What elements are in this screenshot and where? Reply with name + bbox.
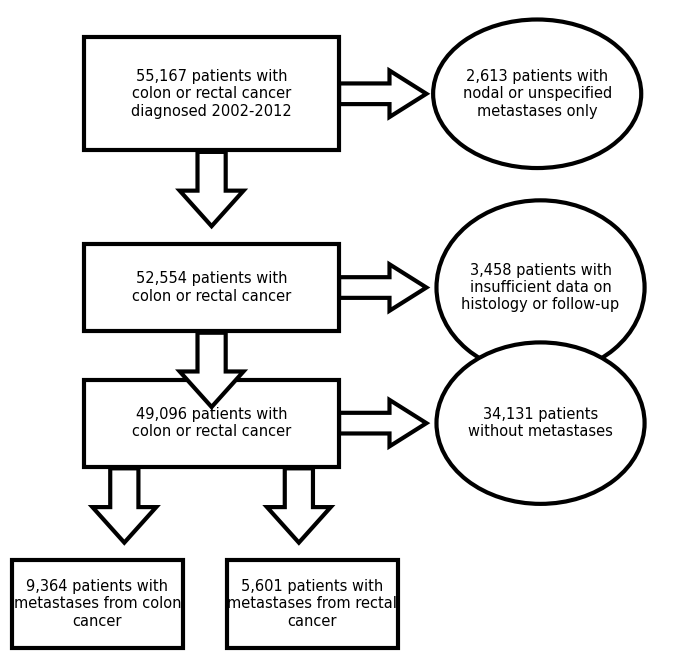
Polygon shape (339, 71, 426, 117)
FancyBboxPatch shape (227, 560, 398, 648)
Text: 3,458 patients with
insufficient data on
histology or follow-up: 3,458 patients with insufficient data on… (462, 263, 620, 312)
FancyBboxPatch shape (84, 380, 339, 467)
Ellipse shape (436, 343, 645, 504)
Ellipse shape (433, 20, 641, 168)
FancyBboxPatch shape (12, 560, 183, 648)
Polygon shape (92, 469, 156, 542)
Text: 5,601 patients with
metastases from rectal
cancer: 5,601 patients with metastases from rect… (227, 579, 397, 629)
Text: 2,613 patients with
nodal or unspecified
metastases only: 2,613 patients with nodal or unspecified… (462, 69, 612, 119)
Ellipse shape (436, 200, 645, 375)
Text: 49,096 patients with
colon or rectal cancer: 49,096 patients with colon or rectal can… (132, 407, 291, 440)
Text: 55,167 patients with
colon or rectal cancer
diagnosed 2002-2012: 55,167 patients with colon or rectal can… (132, 69, 292, 119)
Polygon shape (179, 333, 243, 407)
Polygon shape (339, 400, 426, 446)
FancyBboxPatch shape (84, 38, 339, 150)
Polygon shape (179, 152, 243, 226)
Polygon shape (267, 469, 331, 542)
Text: 34,131 patients
without metastases: 34,131 patients without metastases (468, 407, 613, 440)
Text: 52,554 patients with
colon or rectal cancer: 52,554 patients with colon or rectal can… (132, 272, 291, 304)
Text: 9,364 patients with
metastases from colon
cancer: 9,364 patients with metastases from colo… (14, 579, 182, 629)
FancyBboxPatch shape (84, 244, 339, 331)
Polygon shape (339, 264, 426, 311)
